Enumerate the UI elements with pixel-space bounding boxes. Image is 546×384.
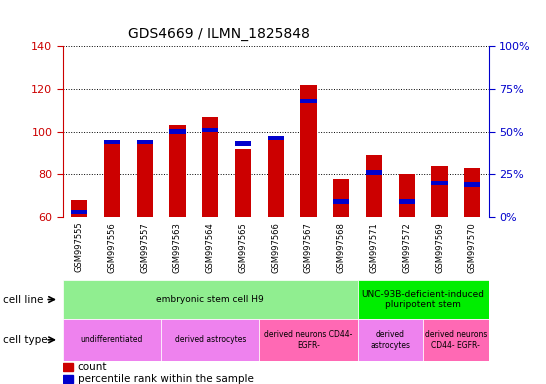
Bar (300, 99, 317, 103)
Bar (63, 375, 73, 383)
Bar (136, 140, 153, 144)
Text: GDS4669 / ILMN_1825848: GDS4669 / ILMN_1825848 (128, 27, 310, 41)
Bar (333, 179, 349, 217)
Text: derived
astrocytes: derived astrocytes (370, 330, 411, 349)
Bar (169, 125, 186, 217)
Text: cell line: cell line (3, 295, 43, 305)
Bar (63, 319, 161, 361)
Bar (161, 319, 259, 361)
Bar (333, 199, 349, 204)
Text: derived neurons CD44-
EGFR-: derived neurons CD44- EGFR- (264, 330, 353, 349)
Bar (136, 144, 153, 217)
Bar (300, 84, 317, 217)
Bar (235, 149, 251, 217)
Bar (63, 363, 73, 371)
Bar (423, 319, 489, 361)
Text: undifferentiated: undifferentiated (81, 335, 143, 344)
Bar (169, 129, 186, 134)
Bar (399, 199, 415, 204)
Text: count: count (78, 362, 107, 372)
Bar (202, 117, 218, 217)
Bar (399, 174, 415, 217)
Bar (104, 144, 120, 217)
Bar (431, 180, 448, 185)
Text: derived neurons
CD44- EGFR-: derived neurons CD44- EGFR- (425, 330, 487, 349)
Bar (358, 280, 489, 319)
Bar (71, 210, 87, 214)
Text: embryonic stem cell H9: embryonic stem cell H9 (156, 295, 264, 304)
Bar (202, 127, 218, 132)
Bar (431, 166, 448, 217)
Bar (268, 140, 284, 217)
Text: UNC-93B-deficient-induced
pluripotent stem: UNC-93B-deficient-induced pluripotent st… (361, 290, 485, 309)
Bar (235, 141, 251, 146)
Bar (358, 319, 423, 361)
Bar (63, 280, 358, 319)
Text: cell type: cell type (3, 335, 48, 345)
Bar (464, 182, 480, 187)
Bar (268, 136, 284, 141)
Text: percentile rank within the sample: percentile rank within the sample (78, 374, 253, 384)
Bar (71, 200, 87, 217)
Bar (366, 170, 382, 175)
Text: derived astrocytes: derived astrocytes (175, 335, 246, 344)
Bar (259, 319, 358, 361)
Bar (464, 168, 480, 217)
Bar (104, 140, 120, 144)
Bar (366, 155, 382, 217)
